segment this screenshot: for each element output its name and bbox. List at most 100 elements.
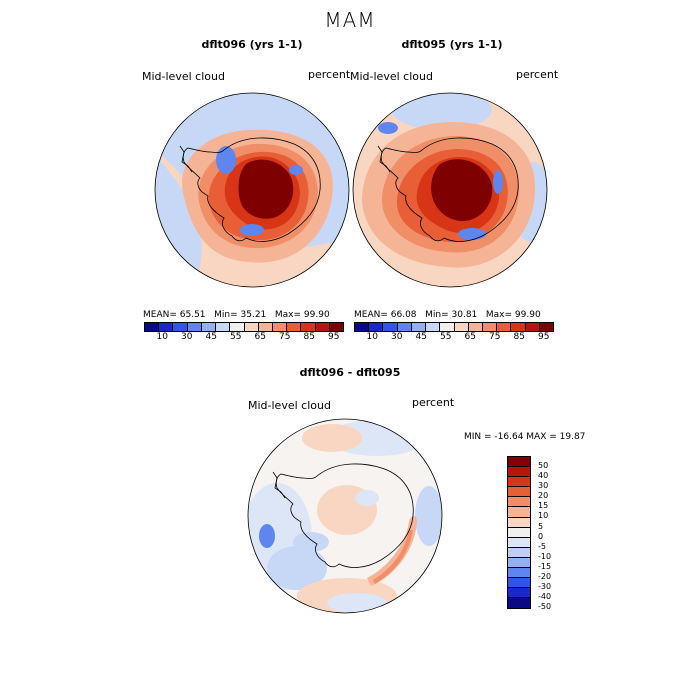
diff-colorbar-label: 15 — [538, 501, 549, 511]
south-america-tip — [272, 471, 286, 499]
diff-units-label: percent — [412, 396, 455, 409]
diff-colorbar-labels: 50 40 30 20 15 10 5 0 -5 -10 -15 -20 -30 -40 -50 — [538, 461, 551, 612]
diff-colorbar-label: 0 — [538, 531, 544, 541]
colorbar-swatch — [497, 323, 512, 331]
diff-colorbar-swatches — [507, 456, 531, 610]
panel-1-title: dflt096 (yrs 1-1) — [201, 38, 303, 51]
min-label: Min= — [214, 310, 238, 320]
main-title: MAM — [324, 8, 376, 32]
colorbar-swatch — [315, 323, 330, 331]
mean-value: 66.08 — [390, 310, 417, 320]
colorbar-swatch — [187, 323, 202, 331]
panel-1-polar-map — [154, 92, 350, 288]
colorbar-swatch — [482, 323, 498, 331]
colorbar-swatch — [216, 323, 231, 331]
min-value: 35.21 — [240, 310, 267, 320]
colorbar-swatch — [355, 323, 370, 331]
interior-dark — [238, 159, 294, 219]
antarctica-coastline — [182, 137, 321, 242]
diff-colorbar-swatch — [508, 547, 530, 558]
blue-patch-weddell — [216, 146, 236, 174]
diff-colorbar-label: 50 — [538, 461, 549, 470]
blue-patch-east — [493, 170, 503, 194]
blue-patch-west — [259, 524, 275, 548]
diff-colorbar-swatch — [508, 557, 530, 569]
map-border — [352, 92, 548, 288]
panel-1-variable-label: Mid-level cloud — [142, 70, 225, 83]
blue-patch-ross — [458, 228, 486, 240]
colorbar-ticks: 10 30 45 55 65 75 85 95 — [360, 332, 556, 342]
ocean-patch-nw — [164, 104, 224, 140]
colorbar-swatch — [145, 323, 160, 331]
blue-patch-ross — [240, 224, 264, 236]
diff-colorbar-swatch — [508, 527, 530, 538]
interior-dark — [431, 159, 493, 222]
diff-colorbar-label: -50 — [538, 602, 552, 612]
diff-colorbar-swatch — [508, 507, 530, 518]
colorbar-swatch — [173, 323, 188, 331]
ocean-patch-north — [392, 93, 492, 130]
colorbar-tick-label: 95 — [538, 332, 550, 342]
diff-colorbar-swatch — [508, 457, 530, 468]
blue-southwest — [267, 546, 327, 590]
antarctica-coastline — [275, 463, 414, 568]
ocean-peach-region — [155, 152, 349, 287]
diff-colorbar-label: 5 — [538, 521, 544, 531]
panel-2-units-label: percent — [516, 68, 559, 81]
diff-colorbar-swatch — [508, 467, 530, 478]
diff-colorbar-label: -30 — [538, 582, 552, 592]
min-label: Min= — [425, 310, 449, 320]
colorbar-swatch — [397, 323, 412, 331]
colorbar-swatch — [258, 323, 273, 331]
panel-2-variable-label: Mid-level cloud — [350, 70, 433, 83]
diff-colorbar-label: -5 — [538, 541, 546, 551]
diff-colorbar-swatch — [508, 477, 530, 488]
diff-polar-map — [247, 418, 443, 614]
colorbar-swatch — [230, 323, 245, 331]
south-america-tip — [377, 145, 391, 173]
colorbar-tick-label: 45 — [415, 332, 427, 342]
colorbar-tick-label: 95 — [328, 332, 340, 342]
diff-colorbar-label: -40 — [538, 592, 552, 602]
ocean-patch-ne — [284, 96, 344, 128]
colorbar-tick-label: 85 — [303, 332, 315, 342]
colorbar-swatch — [426, 323, 441, 331]
diff-colorbar-swatch — [508, 497, 530, 508]
diff-title: dflt096 - dflt095 — [299, 366, 401, 379]
colorbar-tick-label: 65 — [464, 332, 476, 342]
min-value: 30.81 — [451, 310, 478, 320]
diff-colorbar-swatch — [508, 568, 530, 579]
blue-patch-nw — [378, 122, 398, 134]
colorbar-tick-label: 30 — [181, 332, 193, 342]
diff-colorbar-swatch — [508, 487, 530, 498]
colorbar-swatch — [301, 323, 316, 331]
colorbar-tick-label: 65 — [254, 332, 266, 342]
max-value: 99.90 — [303, 310, 330, 320]
blue-weddell — [293, 532, 329, 552]
diff-colorbar-label: 10 — [538, 511, 549, 521]
orange-ross-arc — [373, 530, 413, 584]
colorbar-swatches — [354, 322, 554, 332]
mean-label: MEAN= — [143, 310, 177, 320]
colorbar-swatch — [244, 323, 259, 331]
diff-colorbar-swatch — [508, 588, 530, 599]
panel-2-polar-map — [352, 92, 548, 288]
colorbar-swatch — [329, 323, 344, 331]
diff-variable-label: Mid-level cloud — [248, 399, 331, 412]
diff-colorbar-swatch — [508, 578, 530, 589]
colorbar-swatch — [525, 323, 540, 331]
panel-1-colorbar: 10 30 45 55 65 75 85 95 — [144, 322, 344, 342]
colorbar-tick-label: 10 — [156, 332, 168, 342]
mean-label: MEAN= — [354, 310, 388, 320]
max-label: Max= — [485, 310, 513, 320]
colorbar-swatch — [511, 323, 526, 331]
panel-1-units-label: percent — [308, 68, 351, 81]
diff-colorbar-swatch — [508, 598, 530, 609]
diff-colorbar-label: -10 — [538, 551, 552, 561]
panel-2-stats: MEAN= 66.08 Min= 30.81 Max= 99.90 — [354, 310, 541, 320]
max-label: Max= — [274, 310, 302, 320]
diff-colorbar-label: -20 — [538, 572, 552, 582]
colorbar-tick-label: 45 — [205, 332, 217, 342]
colorbar-swatch — [440, 323, 455, 331]
south-america-tip — [179, 145, 193, 173]
